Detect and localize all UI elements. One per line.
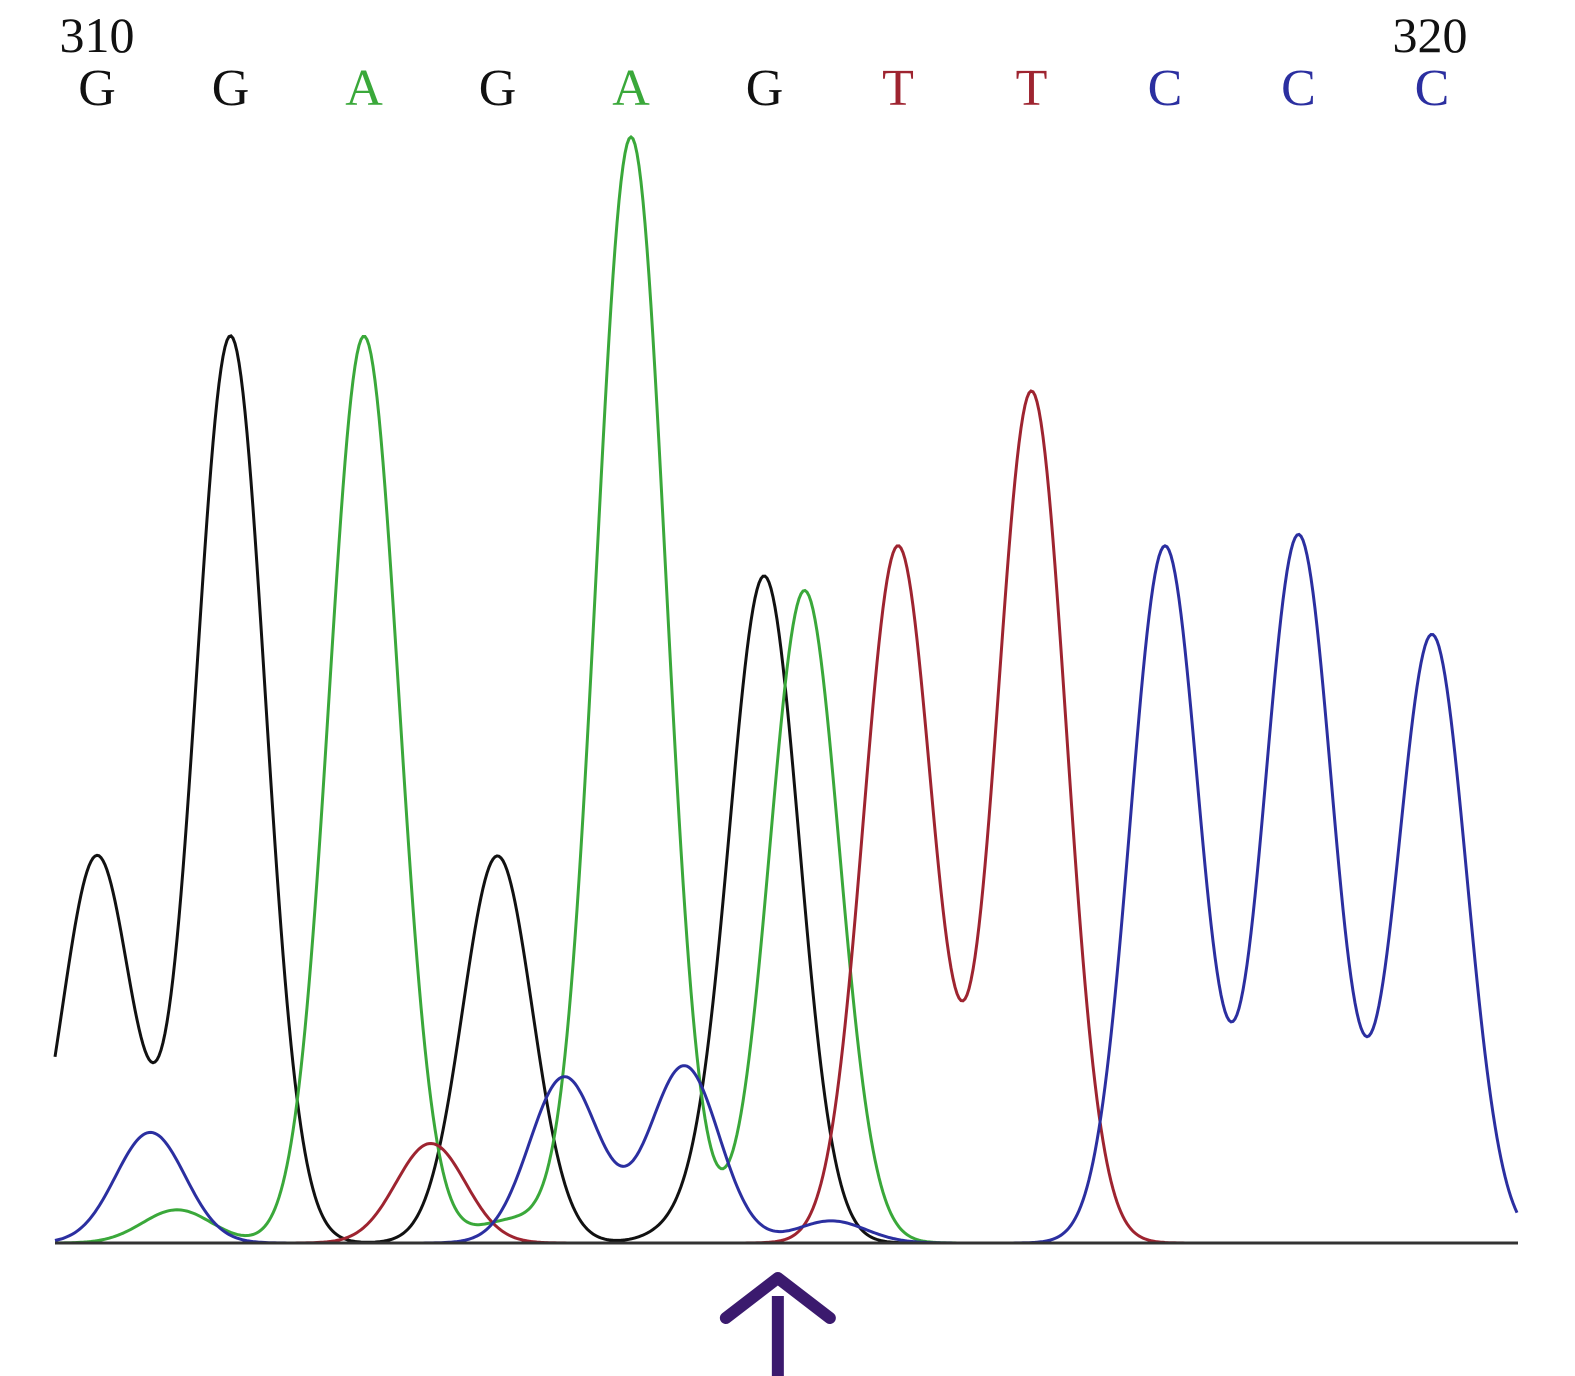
base-call-1: G: [212, 60, 250, 117]
base-call-7: T: [1016, 60, 1048, 117]
base-call-5: G: [746, 60, 784, 117]
base-call-2: A: [345, 60, 383, 117]
base-call-6: T: [882, 60, 914, 117]
trace-G: [53, 334, 1517, 1245]
position-label-start: 310: [60, 7, 135, 63]
base-call-4: A: [612, 60, 650, 117]
trace-lines: [53, 134, 1519, 1245]
base-call-8: C: [1148, 60, 1183, 117]
base-call-10: C: [1415, 60, 1450, 117]
position-label-end: 320: [1393, 7, 1468, 63]
trace-C: [54, 532, 1519, 1245]
peak-A-4: [510, 1220, 511, 1221]
base-call-3: G: [479, 60, 517, 117]
peak-G-4: [697, 1220, 698, 1221]
arrow-head: [719, 1272, 836, 1324]
mutation-arrow-icon: [719, 1272, 836, 1376]
base-call-0: G: [78, 60, 116, 117]
base-call-9: C: [1281, 60, 1316, 117]
trace-A: [55, 134, 1517, 1245]
peak-G-3: [764, 579, 765, 580]
